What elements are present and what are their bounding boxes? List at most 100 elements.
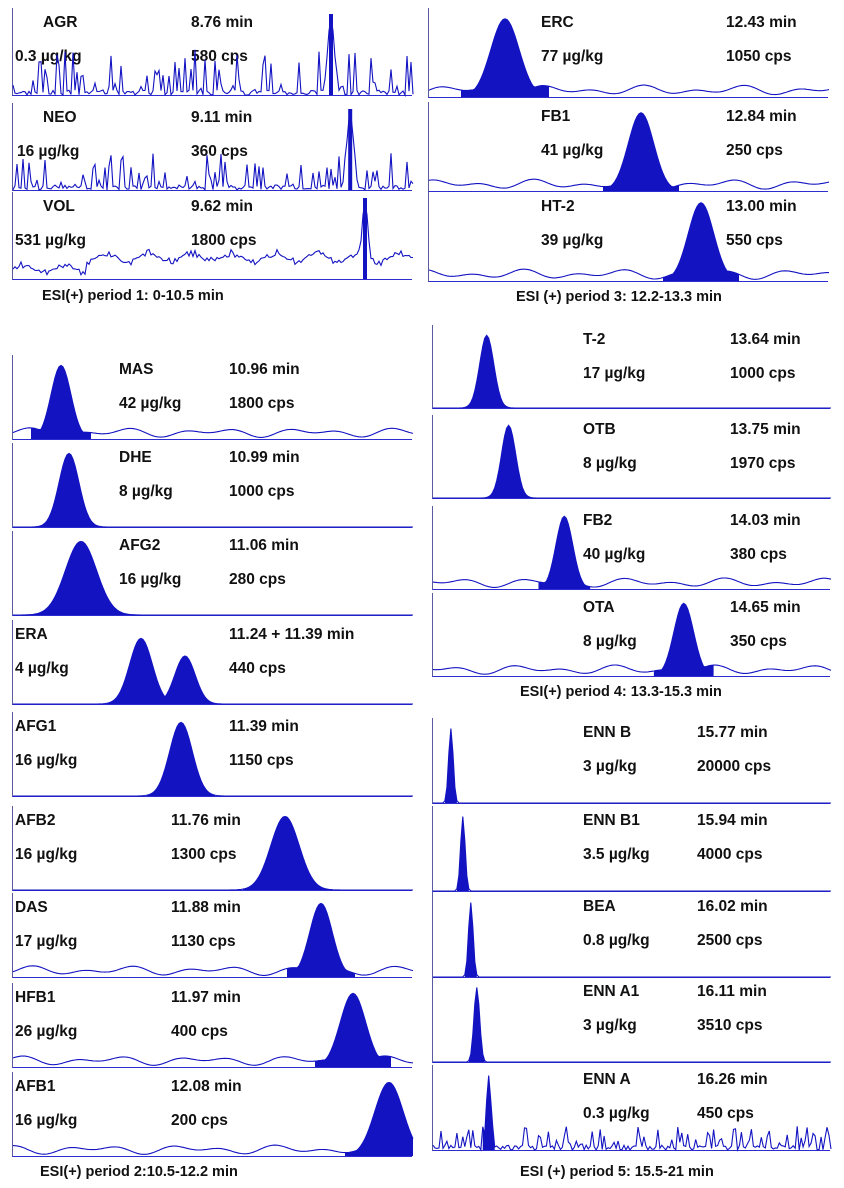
chromatogram-panel: ENN A 0.3 µg/kg 16.26 min 450 cps <box>432 1065 832 1152</box>
chromatogram-trace <box>428 202 829 281</box>
chromatogram-panel: FB2 40 µg/kg 14.03 min 380 cps <box>432 506 832 590</box>
chromatogram-trace <box>13 637 413 705</box>
peak-area <box>444 728 457 803</box>
retention-time-label: 13.64 min <box>730 331 801 348</box>
chromatogram-panel: T-2 17 µg/kg 13.64 min 1000 cps <box>432 325 831 409</box>
retention-time-label: 9.62 min <box>191 198 254 215</box>
chromatogram-trace <box>13 540 413 616</box>
peak-area <box>31 365 91 439</box>
chromatogram-trace <box>13 815 413 891</box>
concentration-label: 3 µg/kg <box>583 758 637 775</box>
retention-time-label: 11.39 min <box>229 718 299 735</box>
compound-label: ENN B <box>583 724 632 741</box>
compound-label: ERC <box>541 14 574 31</box>
intensity-label: 1300 cps <box>171 846 237 863</box>
peak-area <box>345 1082 413 1156</box>
retention-time-label: 10.96 min <box>229 361 300 378</box>
concentration-label: 42 µg/kg <box>119 395 182 412</box>
intensity-label: 1050 cps <box>726 48 792 65</box>
peak-area <box>663 202 739 281</box>
baseline-trace <box>433 902 831 978</box>
intensity-label: 2500 cps <box>697 932 763 949</box>
concentration-label: 8 µg/kg <box>583 455 637 472</box>
concentration-label: 41 µg/kg <box>541 142 604 159</box>
intensity-label: 450 cps <box>697 1105 754 1122</box>
retention-time-label: 11.97 min <box>171 989 241 1006</box>
concentration-label: 0.3 µg/kg <box>583 1105 650 1122</box>
compound-label: OTA <box>583 599 615 616</box>
chromatogram-trace <box>12 1081 414 1156</box>
retention-time-label: 15.94 min <box>697 812 768 829</box>
compound-label: AFG1 <box>15 718 57 735</box>
retention-time-label: 14.65 min <box>730 599 801 616</box>
baseline-trace <box>432 1075 832 1152</box>
chromatogram-panel: DHE 8 µg/kg 10.99 min 1000 cps <box>12 443 413 528</box>
concentration-label: 40 µg/kg <box>583 546 646 563</box>
period-caption: ESI(+) period 2:10.5-12.2 min <box>40 1164 238 1180</box>
chromatogram-panel: AFG2 16 µg/kg 11.06 min 280 cps <box>12 531 413 616</box>
chromatogram-trace <box>12 992 414 1067</box>
intensity-label: 1800 cps <box>229 395 295 412</box>
baseline-trace <box>13 540 413 616</box>
intensity-label: 440 cps <box>229 660 286 677</box>
peak-area <box>464 335 509 408</box>
peak-area <box>147 722 215 796</box>
compound-label: ENN A <box>583 1071 631 1088</box>
compound-label: ENN A1 <box>583 983 640 1000</box>
baseline-trace <box>13 637 413 705</box>
baseline-trace <box>433 334 831 409</box>
peak-area <box>39 453 99 527</box>
chromatogram-trace <box>12 902 414 977</box>
chromatogram-trace <box>432 602 832 676</box>
chromatogram-trace <box>432 515 832 589</box>
chromatogram-trace <box>433 424 831 499</box>
intensity-label: 1970 cps <box>730 455 796 472</box>
chromatogram-trace <box>12 14 414 98</box>
baseline-trace <box>12 364 414 438</box>
compound-label: T-2 <box>583 331 606 348</box>
compound-label: DHE <box>119 449 152 466</box>
chromatogram-panel: ENN B 3 µg/kg 15.77 min 20000 cps <box>432 718 831 804</box>
baseline-trace <box>13 815 413 891</box>
chromatogram-trace <box>12 109 414 191</box>
compound-label: MAS <box>119 361 154 378</box>
peak-area <box>464 902 477 977</box>
peak-area <box>315 993 391 1067</box>
chromatogram-trace <box>428 18 830 97</box>
peak-spike <box>363 198 367 279</box>
period-caption: ESI(+) period 1: 0-10.5 min <box>42 288 224 304</box>
baseline-trace <box>432 515 832 588</box>
compound-label: BEA <box>583 898 616 915</box>
concentration-label: 39 µg/kg <box>541 232 604 249</box>
chromatogram-panel: AGR 0.3 µg/kg 8.76 min 580 cps <box>12 8 414 98</box>
baseline-trace <box>433 728 831 804</box>
compound-label: ENN B1 <box>583 812 640 829</box>
chromatogram-trace <box>432 1075 832 1152</box>
retention-time-label: 12.84 min <box>726 108 797 125</box>
chromatogram-panel: MAS 42 µg/kg 10.96 min 1800 cps <box>12 355 414 440</box>
retention-time-label: 13.00 min <box>726 198 797 215</box>
compound-label: DAS <box>15 899 48 916</box>
retention-time-label: 9.11 min <box>191 109 253 126</box>
concentration-label: 77 µg/kg <box>541 48 604 65</box>
period-caption: ESI (+) period 3: 12.2-13.3 min <box>516 289 722 305</box>
intensity-label: 1130 cps <box>171 933 236 950</box>
chromatogram-panel: NEO 16 µg/kg 9.11 min 360 cps <box>12 103 414 191</box>
compound-label: AFB1 <box>15 1078 56 1095</box>
chromatogram-trace <box>433 902 831 978</box>
retention-time-label: 12.43 min <box>726 14 797 31</box>
chromatogram-panel: OTB 8 µg/kg 13.75 min 1970 cps <box>432 415 831 499</box>
chromatogram-trace <box>13 721 413 797</box>
baseline-trace <box>433 816 831 892</box>
baseline-trace <box>428 18 830 96</box>
concentration-label: 26 µg/kg <box>15 1023 78 1040</box>
peak-area <box>538 516 591 589</box>
period-caption: ESI(+) period 4: 13.3-15.3 min <box>520 684 722 700</box>
intensity-label: 350 cps <box>730 633 787 650</box>
concentration-label: 0.8 µg/kg <box>583 932 650 949</box>
chromatogram-panel: HFB1 26 µg/kg 11.97 min 400 cps <box>12 983 414 1068</box>
chromatogram-panel: VOL 531 µg/kg 9.62 min 1800 cps <box>12 192 413 280</box>
chromatogram-panel: AFG1 16 µg/kg 11.39 min 1150 cps <box>12 712 413 797</box>
intensity-label: 20000 cps <box>697 758 772 775</box>
intensity-label: 1800 cps <box>191 232 257 249</box>
